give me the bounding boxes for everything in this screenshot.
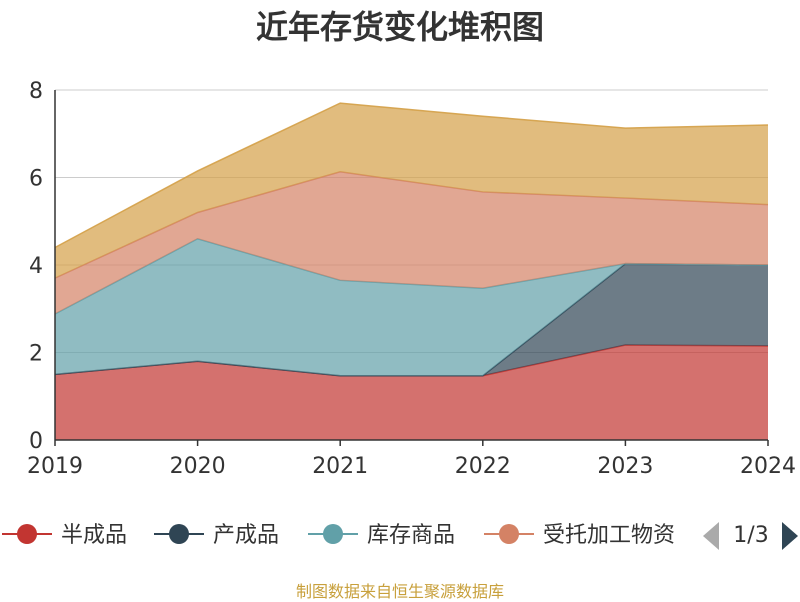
y-tick-label: 6 (29, 167, 43, 192)
chart-title: 近年存货变化堆积图 (256, 8, 544, 46)
legend-item-inventory-goods[interactable]: 库存商品 (308, 523, 455, 548)
area-series-1 (55, 263, 768, 376)
legend: 半成品 产成品 库存商品 受托加工物资 1/3 (2, 512, 798, 552)
legend-label: 受托加工物资 (543, 523, 675, 548)
legend-label: 产成品 (213, 523, 279, 548)
legend-item-semi-finished[interactable]: 半成品 (2, 523, 127, 548)
legend-label: 库存商品 (367, 523, 455, 548)
axes (54, 90, 769, 446)
y-tick-label: 4 (29, 254, 43, 279)
legend-marker-icon (17, 524, 37, 544)
x-tick-label: 2022 (455, 454, 511, 479)
y-tick-labels: 0 2 4 6 8 (29, 79, 43, 454)
area-series-0 (55, 345, 768, 440)
source-note: 制图数据来自恒生聚源数据库 (295, 582, 504, 601)
x-tick-label: 2020 (170, 454, 226, 479)
legend-next-page-icon[interactable] (782, 522, 798, 550)
x-tick-labels: 2019 2020 2021 2022 2023 2024 (27, 454, 796, 479)
legend-marker-icon (323, 524, 343, 544)
area-series-4 (55, 103, 768, 279)
legend-page-indicator: 1/3 (733, 523, 768, 548)
x-tick-label: 2019 (27, 454, 83, 479)
area-series-3 (55, 171, 768, 314)
y-tick-label: 0 (29, 429, 43, 454)
area-series-2 (55, 238, 768, 376)
legend-marker-icon (169, 524, 189, 544)
y-tick-label: 8 (29, 79, 43, 104)
legend-item-consigned-materials[interactable]: 受托加工物资 (484, 523, 675, 548)
legend-label: 半成品 (61, 523, 127, 548)
y-tick-label: 2 (29, 342, 43, 367)
x-tick-label: 2023 (597, 454, 653, 479)
area-series-line-4 (54, 102, 769, 249)
legend-item-finished-goods[interactable]: 产成品 (154, 523, 279, 548)
legend-prev-page-icon[interactable] (703, 522, 719, 550)
x-tick-label: 2021 (312, 454, 368, 479)
legend-marker-icon (499, 524, 519, 544)
area-series (54, 102, 769, 440)
x-tick-label: 2024 (740, 454, 796, 479)
